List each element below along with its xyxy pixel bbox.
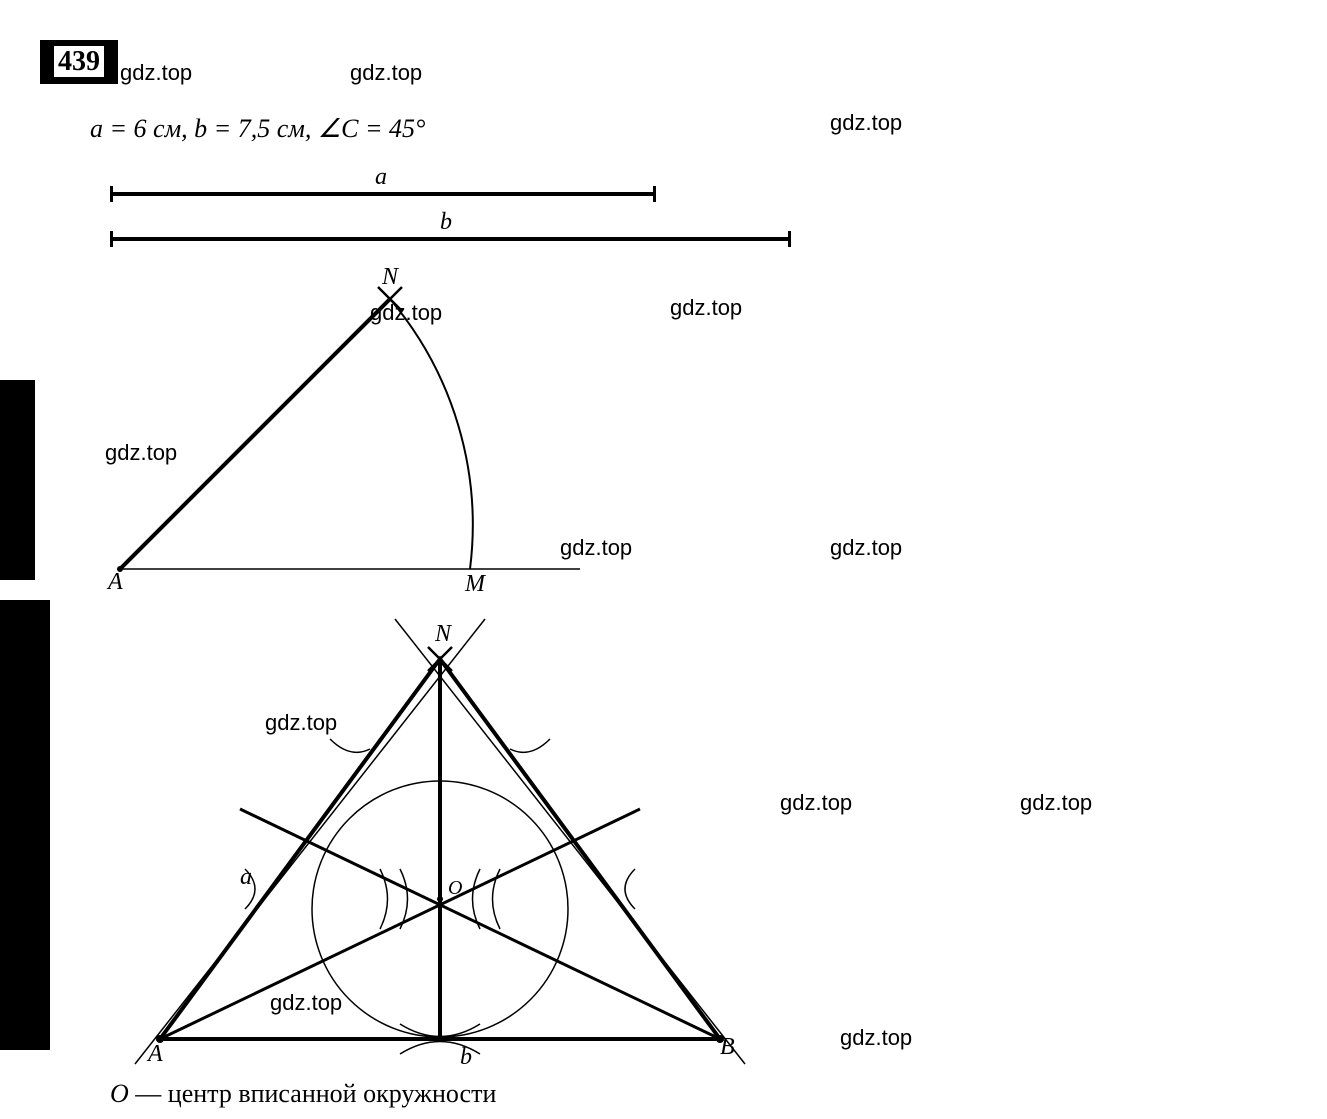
segment-b-line [110,237,790,241]
label-A1: A [108,569,123,596]
segments: a b [110,164,1287,249]
watermark: gdz.top [1020,790,1092,816]
segment-a-line [110,192,655,196]
segment-a-label: a [375,164,387,191]
segment-a-tick-right [653,186,656,202]
arc-upper-right [510,739,550,752]
diagram-1: A N M [100,269,600,589]
watermark: gdz.top [120,60,192,86]
watermark: gdz.top [265,710,337,736]
bisector-A [160,809,640,1039]
problem-number: 439 [54,46,104,77]
conclusion-text: — центр вписанной окружности [129,1079,497,1108]
watermark: gdz.top [560,535,632,561]
segment-a-tick-left [110,186,113,202]
scan-artifact-2 [0,600,50,1050]
arc-MN [390,299,473,569]
watermark: gdz.top [350,60,422,86]
label-N1: N [382,264,398,291]
label-A2: A [148,1041,163,1068]
diagram-2: A B N O a b [130,609,750,1069]
watermark: gdz.top [830,535,902,561]
segment-b-tick-right [788,231,791,247]
label-N2: N [435,621,451,648]
label-B2: B [720,1034,735,1061]
label-a2: a [240,864,252,891]
scan-artifact-1 [0,380,35,580]
conclusion-O: O [110,1079,129,1108]
segment-a: a [110,164,1287,204]
watermark: gdz.top [370,300,442,326]
conclusion: O — центр вписанной окружности [110,1079,1287,1109]
line-AN [120,299,390,569]
label-O2: O [448,877,462,900]
watermark: gdz.top [830,110,902,136]
given-conditions: a = 6 см, b = 7,5 см, ∠C = 45° [90,114,1287,144]
problem-number-badge: 439 [40,40,118,84]
diagram-2-svg [130,609,750,1069]
watermark: gdz.top [270,990,342,1016]
segment-b-tick-left [110,231,113,247]
watermark: gdz.top [105,440,177,466]
diagram-1-svg [100,269,600,589]
point-O [437,896,443,902]
arc-side-right [625,869,635,909]
segment-b: b [110,209,1287,249]
label-b2: b [460,1044,472,1071]
watermark: gdz.top [780,790,852,816]
watermark: gdz.top [670,295,742,321]
arc-upper-left [330,739,370,752]
label-M1: M [465,571,485,598]
segment-b-label: b [440,209,452,236]
watermark: gdz.top [840,1025,912,1051]
